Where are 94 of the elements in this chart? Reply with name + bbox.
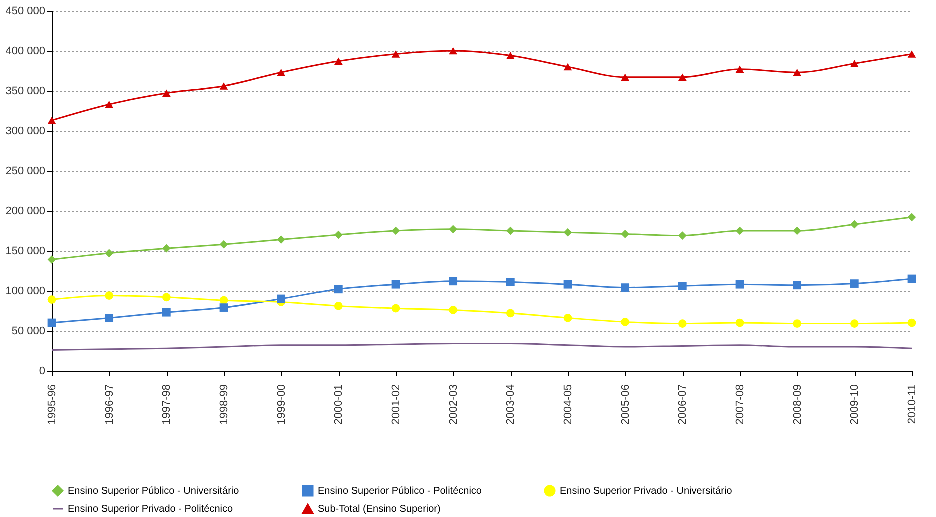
x-tick-label: 2005-06 [620, 384, 632, 425]
point [334, 285, 343, 294]
point [621, 230, 630, 238]
point [621, 284, 630, 292]
point [621, 74, 630, 82]
x-tick-label: 2008-09 [792, 384, 804, 425]
y-tick-label: 200 000 [6, 206, 46, 218]
point [908, 213, 916, 222]
point [220, 82, 228, 90]
y-tick-label: 350 000 [6, 86, 46, 98]
point [506, 278, 515, 286]
point [220, 304, 228, 312]
point [564, 280, 572, 289]
point [277, 236, 286, 244]
y-tick-label: 250 000 [6, 166, 46, 178]
point [908, 274, 916, 284]
y-tick-label: 300 000 [6, 126, 46, 138]
point [48, 256, 56, 264]
point [105, 100, 114, 108]
point [449, 47, 458, 55]
x-tick-label: 2006-07 [677, 384, 690, 425]
x-tick-label: 1999-00 [276, 384, 288, 425]
y-tick-label: 0 [39, 366, 46, 378]
x-tick-label: 2009-10 [849, 384, 862, 425]
x-tick-label: 2007-08 [734, 384, 746, 425]
point [850, 60, 859, 68]
x-tick-label: 2002-03 [448, 384, 460, 425]
point [678, 320, 687, 328]
point [850, 220, 859, 229]
y-tick-label: 50 000 [12, 326, 46, 338]
point [334, 58, 343, 66]
point [162, 293, 171, 302]
point [908, 50, 916, 58]
line-series [51, 343, 913, 351]
point [449, 306, 458, 314]
point [449, 225, 458, 234]
point [48, 318, 56, 328]
point [793, 226, 802, 236]
point [334, 230, 343, 240]
point [793, 68, 802, 76]
point [162, 244, 171, 253]
point [793, 320, 802, 328]
x-tick-label: 2010-11 [906, 384, 918, 424]
point [277, 68, 286, 76]
point [506, 309, 515, 318]
x-tick-label: 1998-99 [218, 384, 230, 425]
point [392, 50, 400, 58]
point [48, 296, 56, 304]
x-tick-label: 2001-02 [390, 384, 402, 425]
point [850, 280, 859, 288]
point [506, 52, 515, 60]
point [277, 294, 286, 304]
legend-label: Ensino Superior Público - Universitário [68, 486, 240, 497]
point [678, 232, 687, 240]
point [220, 240, 228, 249]
point [48, 116, 56, 124]
y-tick-label: 100 000 [6, 286, 46, 298]
point [736, 280, 744, 289]
point [162, 90, 171, 98]
x-tick-label: 2000-01 [333, 384, 346, 425]
point [105, 249, 114, 258]
point [392, 304, 400, 313]
point [621, 318, 630, 326]
point [334, 302, 343, 310]
point [793, 281, 802, 290]
point [678, 282, 687, 290]
point [736, 226, 744, 236]
point [449, 277, 458, 286]
x-tick-label: 2003-04 [505, 384, 518, 425]
point [506, 226, 515, 236]
point [850, 320, 859, 328]
legend-label: Ensino Superior Privado - Politécnico [68, 504, 234, 515]
legend-label: Ensino Superior Privado - Universitário [560, 486, 733, 497]
y-tick-label: 400 000 [6, 46, 46, 58]
point [908, 318, 916, 328]
point [678, 74, 687, 82]
x-tick-label: 1997-98 [161, 384, 174, 425]
point [105, 292, 114, 300]
point [564, 228, 572, 237]
y-tick-label: 450 000 [6, 6, 46, 18]
point [736, 66, 744, 74]
x-tick-label: 2004-05 [562, 384, 574, 425]
point [105, 314, 114, 322]
x-tick-label: 1995-96 [46, 384, 58, 425]
point [564, 63, 572, 71]
point [564, 314, 572, 322]
point [392, 280, 400, 289]
y-tick-label: 150 000 [6, 246, 46, 258]
legend-label: Ensino Superior Público - Politécnico [318, 486, 482, 497]
point [736, 318, 744, 328]
legend-label: Sub-Total (Ensino Superior) [318, 504, 441, 515]
point [392, 226, 400, 236]
point [162, 308, 171, 317]
x-tick-label: 1996-97 [104, 384, 116, 425]
